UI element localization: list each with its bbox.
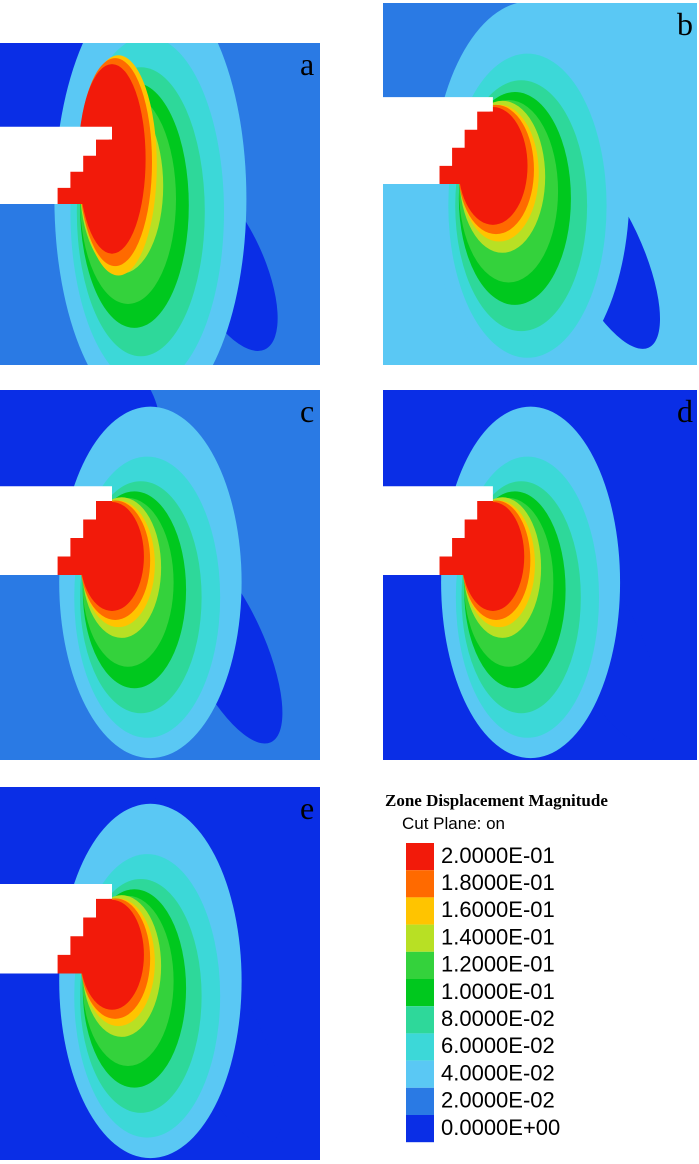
legend-label: 1.4000E-01 xyxy=(441,924,555,949)
legend-label: 8.0000E-02 xyxy=(441,1006,555,1031)
legend-swatch xyxy=(406,979,434,1007)
contour-panel xyxy=(0,43,320,365)
excavation-face xyxy=(439,501,493,575)
legend-swatch xyxy=(406,1060,434,1088)
excavation-face xyxy=(57,501,112,575)
excavation-face xyxy=(57,898,112,974)
panel-label: d xyxy=(677,393,693,429)
legend-label: 1.0000E-01 xyxy=(441,979,555,1004)
contour-panel xyxy=(383,390,697,760)
legend-swatch xyxy=(406,897,434,925)
legend-subtitle: Cut Plane: on xyxy=(402,814,505,833)
legend-title: Zone Displacement Magnitude xyxy=(385,791,608,810)
legend-swatch xyxy=(406,924,434,952)
legend-swatch xyxy=(406,1087,434,1115)
legend-swatch xyxy=(406,1115,434,1143)
legend-label: 1.6000E-01 xyxy=(441,897,555,922)
contour-panel xyxy=(0,390,320,760)
panel-label: b xyxy=(677,6,693,42)
legend-swatch xyxy=(406,951,434,979)
excavation-face xyxy=(57,139,112,204)
legend-label: 0.0000E+00 xyxy=(441,1115,560,1140)
contour-panel xyxy=(0,787,320,1160)
legend-label: 1.2000E-01 xyxy=(441,952,555,977)
legend-label: 2.0000E-02 xyxy=(441,1088,555,1113)
contour-panel xyxy=(383,3,697,365)
excavation-face xyxy=(439,111,493,184)
legend-swatch xyxy=(406,870,434,898)
legend-label: 6.0000E-02 xyxy=(441,1033,555,1058)
legend-label: 1.8000E-01 xyxy=(441,870,555,895)
panel-label: c xyxy=(300,393,314,429)
panel-label: a xyxy=(300,46,314,82)
panel-label: e xyxy=(300,790,314,826)
legend-swatch xyxy=(406,1033,434,1061)
legend-label: 2.0000E-01 xyxy=(441,843,555,868)
legend-swatch xyxy=(406,1006,434,1034)
legend-label: 4.0000E-02 xyxy=(441,1060,555,1085)
legend-swatch xyxy=(406,843,434,871)
